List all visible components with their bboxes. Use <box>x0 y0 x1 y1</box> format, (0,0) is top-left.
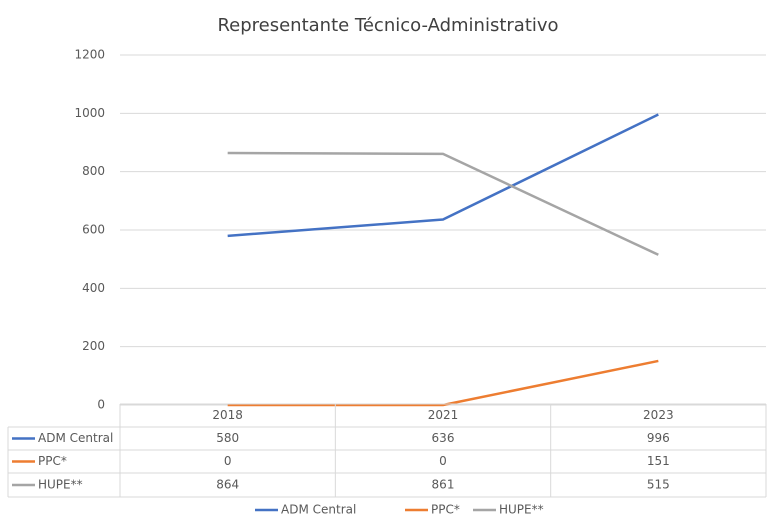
table-cell: 515 <box>647 478 670 492</box>
x-tick-label: 2021 <box>428 408 459 422</box>
table-cell: 636 <box>432 431 455 445</box>
table-row-label: PPC* <box>38 454 67 468</box>
legend-label: ADM Central <box>281 503 356 517</box>
table-cell: 996 <box>647 431 670 445</box>
legend-label: HUPE** <box>499 503 544 517</box>
table-cell: 861 <box>432 478 455 492</box>
y-tick-label: 200 <box>82 339 105 353</box>
table-cell: 864 <box>216 478 239 492</box>
x-tick-label: 2018 <box>212 408 243 422</box>
y-tick-label: 400 <box>82 281 105 295</box>
y-tick-label: 1200 <box>74 48 105 62</box>
y-tick-label: 0 <box>97 398 105 412</box>
series-line <box>227 359 659 407</box>
table-cell: 580 <box>216 431 239 445</box>
series-line <box>227 113 659 238</box>
y-tick-label: 800 <box>82 164 105 178</box>
series-line <box>227 151 659 256</box>
y-tick-label: 1000 <box>74 106 105 120</box>
y-tick-label: 600 <box>82 223 105 237</box>
chart-title: Representante Técnico-Administrativo <box>217 15 558 36</box>
table-row-label: HUPE** <box>38 478 83 492</box>
x-tick-label: 2023 <box>643 408 674 422</box>
legend-label: PPC* <box>431 503 460 517</box>
table-cell: 151 <box>647 454 670 468</box>
table-row-label: ADM Central <box>38 431 113 445</box>
table-cell: 0 <box>439 454 447 468</box>
table-cell: 0 <box>224 454 232 468</box>
